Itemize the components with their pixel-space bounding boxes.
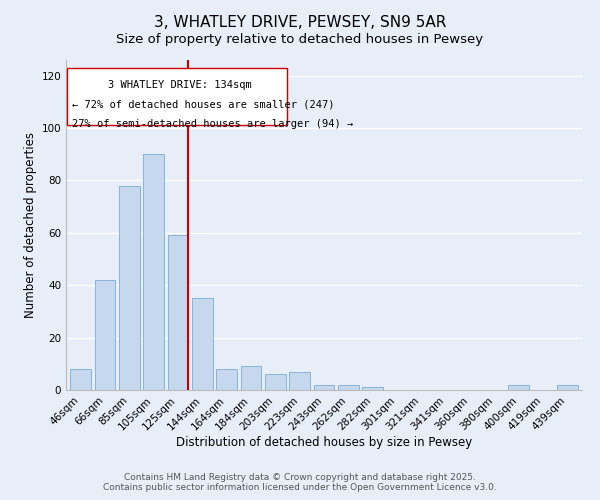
Text: 3 WHATLEY DRIVE: 134sqm: 3 WHATLEY DRIVE: 134sqm [108, 80, 251, 90]
Bar [508, 385, 529, 390]
Bar [314, 385, 334, 390]
FancyBboxPatch shape [67, 68, 287, 126]
Y-axis label: Number of detached properties: Number of detached properties [24, 132, 37, 318]
Text: ← 72% of detached houses are smaller (247): ← 72% of detached houses are smaller (24… [72, 100, 335, 110]
Text: 27% of semi-detached houses are larger (94) →: 27% of semi-detached houses are larger (… [72, 119, 353, 129]
Bar [119, 186, 140, 390]
Bar [557, 385, 578, 390]
Bar [289, 372, 310, 390]
X-axis label: Distribution of detached houses by size in Pewsey: Distribution of detached houses by size … [176, 436, 472, 449]
Text: Contains HM Land Registry data © Crown copyright and database right 2025.
Contai: Contains HM Land Registry data © Crown c… [103, 473, 497, 492]
Bar [70, 369, 91, 390]
Bar [338, 385, 359, 390]
Bar [95, 280, 115, 390]
Bar [265, 374, 286, 390]
Text: Size of property relative to detached houses in Pewsey: Size of property relative to detached ho… [116, 32, 484, 46]
Text: 3, WHATLEY DRIVE, PEWSEY, SN9 5AR: 3, WHATLEY DRIVE, PEWSEY, SN9 5AR [154, 15, 446, 30]
Bar [192, 298, 212, 390]
Bar [241, 366, 262, 390]
Bar [143, 154, 164, 390]
Bar [362, 388, 383, 390]
Bar [167, 236, 188, 390]
Bar [216, 369, 237, 390]
